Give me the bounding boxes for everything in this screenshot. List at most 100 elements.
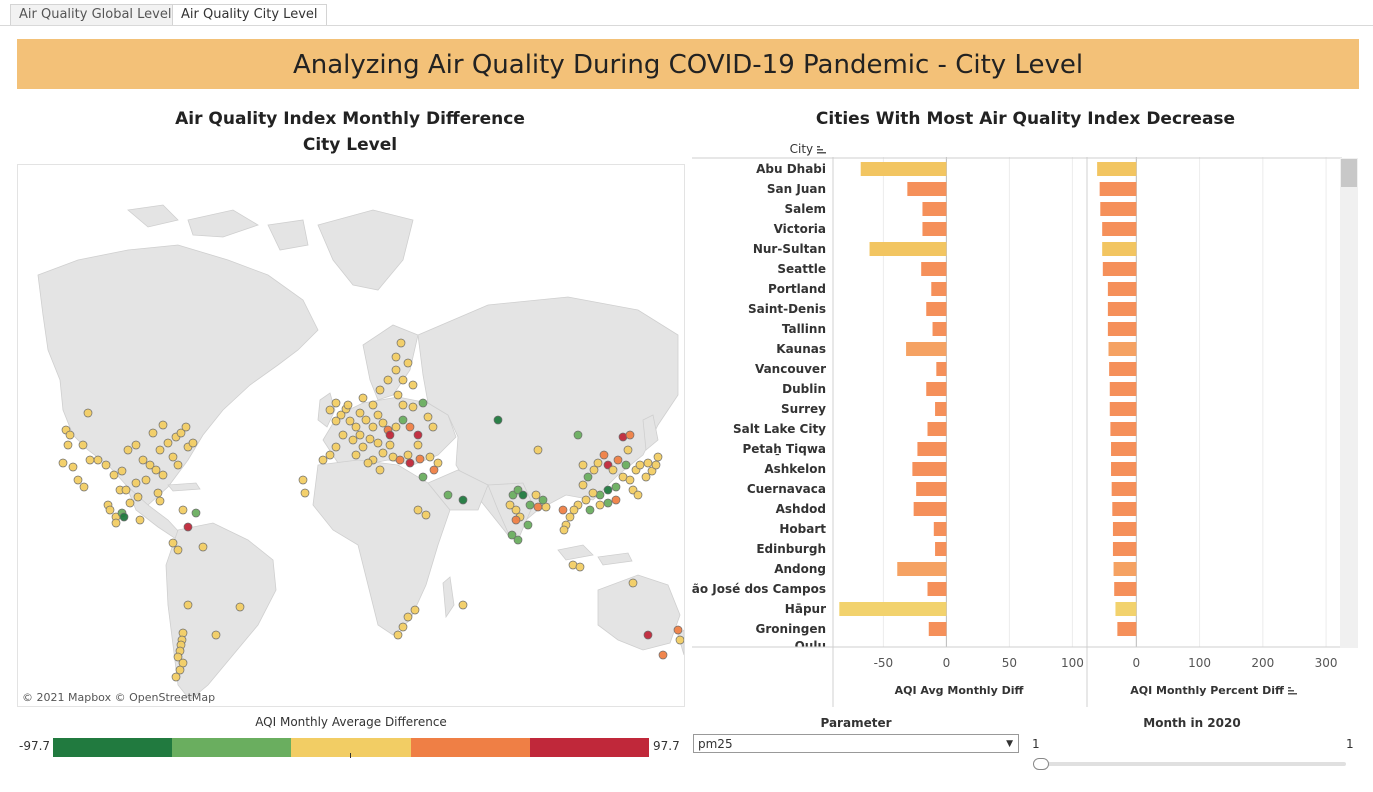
city-point[interactable] (331, 416, 341, 426)
city-point[interactable] (633, 490, 643, 500)
city-point[interactable] (611, 482, 621, 492)
city-point[interactable] (511, 515, 521, 525)
city-point[interactable] (393, 390, 403, 400)
city-point[interactable] (398, 375, 408, 385)
city-point[interactable] (358, 393, 368, 403)
city-point[interactable] (168, 538, 178, 548)
bar[interactable] (1110, 422, 1137, 436)
city-point[interactable] (428, 422, 438, 432)
city-point[interactable] (608, 465, 618, 475)
city-point[interactable] (505, 500, 515, 510)
city-point[interactable] (358, 442, 368, 452)
city-point[interactable] (375, 385, 385, 395)
city-point[interactable] (163, 438, 173, 448)
city-point[interactable] (408, 380, 418, 390)
bar[interactable] (1097, 162, 1137, 176)
city-point[interactable] (653, 452, 663, 462)
city-point[interactable] (575, 562, 585, 572)
bar[interactable] (897, 562, 947, 576)
city-point[interactable] (331, 442, 341, 452)
city-point[interactable] (368, 422, 378, 432)
city-point[interactable] (578, 480, 588, 490)
bar[interactable] (922, 202, 947, 216)
map-canvas[interactable] (18, 165, 684, 706)
city-point[interactable] (589, 465, 599, 475)
city-point[interactable] (613, 455, 623, 465)
city-point[interactable] (518, 490, 528, 500)
city-point[interactable] (155, 496, 165, 506)
city-point[interactable] (119, 512, 129, 522)
city-point[interactable] (351, 422, 361, 432)
city-point[interactable] (318, 455, 328, 465)
bar[interactable] (1102, 222, 1137, 236)
bar[interactable] (1112, 502, 1137, 516)
city-point[interactable] (125, 498, 135, 508)
city-point[interactable] (235, 602, 245, 612)
bar[interactable] (1107, 302, 1137, 316)
tab-city-level[interactable]: Air Quality City Level (172, 4, 327, 25)
bar[interactable] (1107, 282, 1137, 296)
parameter-dropdown[interactable]: pm25 ▼ (693, 734, 1019, 753)
city-point[interactable] (109, 470, 119, 480)
bar[interactable] (1109, 362, 1137, 376)
city-point[interactable] (131, 440, 141, 450)
bar[interactable] (1112, 522, 1137, 536)
city-point[interactable] (198, 542, 208, 552)
city-point[interactable] (413, 440, 423, 450)
bar[interactable] (907, 182, 947, 196)
world-map[interactable]: © 2021 Mapbox © OpenStreetMap (17, 164, 685, 707)
city-point[interactable] (635, 460, 645, 470)
city-point[interactable] (173, 652, 183, 662)
city-point[interactable] (363, 458, 373, 468)
city-point[interactable] (368, 400, 378, 410)
city-point[interactable] (533, 445, 543, 455)
city-point[interactable] (418, 472, 428, 482)
month-slider-track[interactable] (1036, 762, 1346, 766)
city-point[interactable] (181, 422, 191, 432)
city-point[interactable] (355, 408, 365, 418)
city-point[interactable] (443, 490, 453, 500)
city-header[interactable]: City (760, 142, 826, 156)
bar[interactable] (936, 362, 947, 376)
bar[interactable] (921, 262, 947, 276)
city-point[interactable] (338, 430, 348, 440)
scrollbar-track[interactable] (1340, 158, 1358, 648)
city-point[interactable] (628, 578, 638, 588)
city-point[interactable] (351, 450, 361, 460)
city-point[interactable] (298, 475, 308, 485)
bar[interactable] (1100, 202, 1137, 216)
city-point[interactable] (493, 415, 503, 425)
city-point[interactable] (658, 650, 668, 660)
city-point[interactable] (148, 428, 158, 438)
city-point[interactable] (151, 465, 161, 475)
bar[interactable] (1102, 262, 1137, 276)
city-point[interactable] (403, 612, 413, 622)
city-point[interactable] (585, 505, 595, 515)
bar[interactable] (1107, 322, 1137, 336)
bar[interactable] (932, 322, 947, 336)
city-point[interactable] (513, 535, 523, 545)
city-point[interactable] (603, 485, 613, 495)
city-point[interactable] (398, 400, 408, 410)
city-point[interactable] (133, 492, 143, 502)
city-point[interactable] (410, 605, 420, 615)
city-point[interactable] (121, 485, 131, 495)
city-point[interactable] (391, 422, 401, 432)
bar[interactable] (1117, 622, 1137, 636)
city-point[interactable] (583, 472, 593, 482)
city-point[interactable] (173, 460, 183, 470)
city-point[interactable] (569, 505, 579, 515)
bar[interactable] (1113, 562, 1137, 576)
city-point[interactable] (78, 440, 88, 450)
city-point[interactable] (145, 460, 155, 470)
city-point[interactable] (433, 458, 443, 468)
city-point[interactable] (405, 458, 415, 468)
city-point[interactable] (403, 358, 413, 368)
city-point[interactable] (183, 522, 193, 532)
bar[interactable] (1111, 442, 1137, 456)
sort-icon[interactable] (1287, 687, 1297, 695)
city-point[interactable] (425, 452, 435, 462)
bar[interactable] (933, 522, 947, 536)
city-point[interactable] (423, 412, 433, 422)
city-point[interactable] (507, 530, 517, 540)
